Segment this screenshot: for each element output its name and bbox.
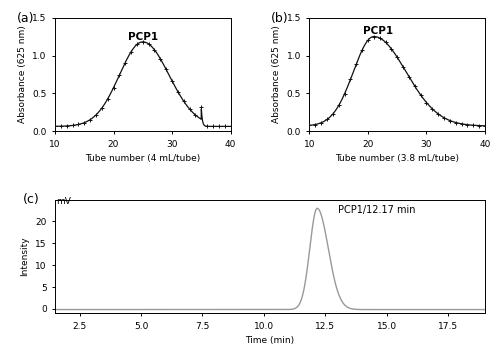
X-axis label: Time (min): Time (min) bbox=[246, 336, 294, 345]
Text: PCP1/12.17 min: PCP1/12.17 min bbox=[338, 205, 415, 215]
Text: PCP1: PCP1 bbox=[128, 32, 158, 42]
Text: (c): (c) bbox=[23, 193, 40, 206]
Y-axis label: Intensity: Intensity bbox=[20, 237, 30, 276]
Y-axis label: Absorbance (625 nm): Absorbance (625 nm) bbox=[18, 26, 26, 123]
X-axis label: Tube number (3.8 mL/tube): Tube number (3.8 mL/tube) bbox=[335, 154, 459, 163]
Text: (a): (a) bbox=[16, 12, 34, 25]
Text: PCP1: PCP1 bbox=[364, 26, 394, 36]
Text: (b): (b) bbox=[271, 12, 288, 25]
Text: mV: mV bbox=[56, 197, 71, 206]
Y-axis label: Absorbance (625 nm): Absorbance (625 nm) bbox=[272, 26, 281, 123]
X-axis label: Tube number (4 mL/tube): Tube number (4 mL/tube) bbox=[85, 154, 200, 163]
